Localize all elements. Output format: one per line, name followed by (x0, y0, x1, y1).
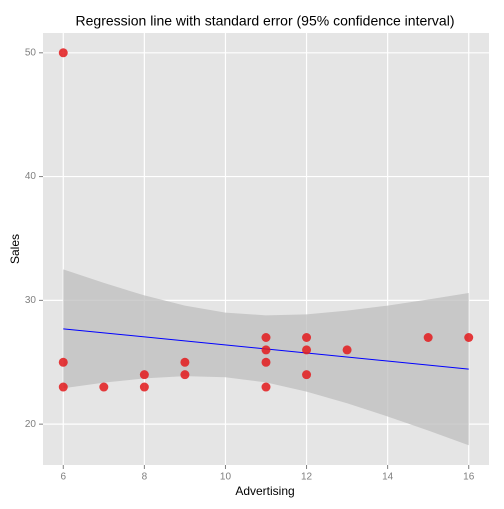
point (139, 382, 149, 392)
x-tick-label: 14 (382, 472, 394, 483)
point (464, 333, 474, 343)
y-tick-label: 50 (25, 47, 37, 58)
point (423, 333, 433, 343)
point (261, 345, 271, 355)
y-tick-label: 30 (25, 295, 37, 306)
x-tick-label: 6 (60, 472, 66, 483)
y-tick-label: 40 (25, 171, 37, 182)
point (302, 370, 312, 380)
point (58, 48, 68, 58)
point (302, 333, 312, 343)
x-tick-label: 12 (301, 472, 313, 483)
x-axis-label: Advertising (235, 484, 294, 498)
point (180, 357, 190, 367)
point (139, 370, 149, 380)
x-tick-label: 8 (142, 472, 148, 483)
x-tick-label: 16 (463, 472, 475, 483)
point (99, 382, 109, 392)
chart-title: Regression line with standard error (95%… (76, 13, 455, 29)
point (261, 357, 271, 367)
point (180, 370, 190, 380)
confidence-band (63, 269, 469, 446)
point (261, 382, 271, 392)
y-tick-label: 20 (25, 419, 37, 430)
point (302, 345, 312, 355)
x-tick-label: 10 (220, 472, 232, 483)
y-axis-label: Sales (8, 234, 22, 264)
point (58, 357, 68, 367)
point (261, 333, 271, 343)
point (342, 345, 352, 355)
point (58, 382, 68, 392)
